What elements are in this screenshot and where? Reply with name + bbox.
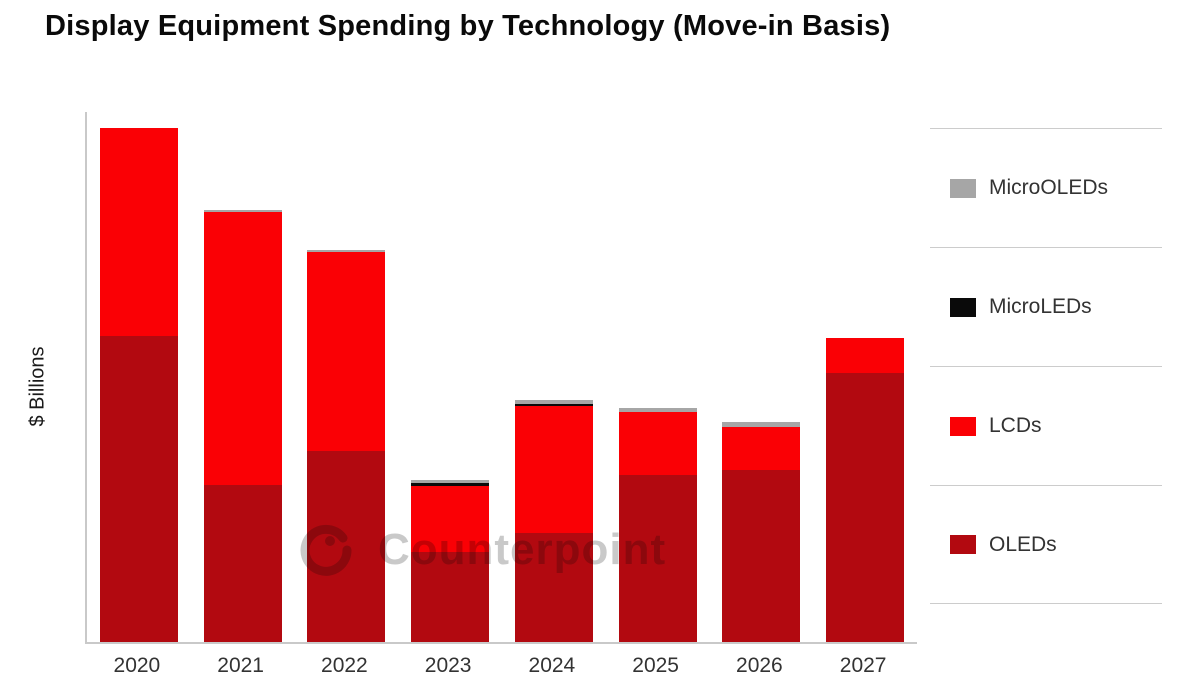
- bar-segment-microoleds-2021: [203, 210, 282, 212]
- x-axis-label-2022: 2022: [321, 654, 368, 677]
- x-axis-label-2026: 2026: [736, 654, 783, 677]
- legend-item-lcds: LCDs: [930, 366, 1162, 485]
- x-axis-label-2024: 2024: [528, 654, 576, 677]
- y-axis-label: $ Billions: [26, 346, 49, 427]
- bar-segment-lcds-2026: [722, 427, 801, 470]
- bar-segment-microoleds-2025: [618, 408, 697, 412]
- bar-segment-oleds-2027: [826, 373, 905, 642]
- bar-segment-microoleds-2024: [514, 400, 593, 404]
- x-axis-label-2025: 2025: [632, 654, 679, 677]
- bar-segment-oleds-2025: [618, 475, 697, 642]
- bar-segment-lcds-2023: [411, 486, 490, 552]
- legend-swatch-oleds: [950, 535, 976, 554]
- legend-item-microleds: MicroLEDs: [930, 247, 1162, 366]
- legend-swatch-microoleds: [950, 178, 976, 198]
- bar-slot-2026: [710, 112, 814, 642]
- bar-2027: [826, 338, 905, 642]
- bar-segment-oleds-2020: [99, 336, 178, 642]
- bar-segment-lcds-2025: [618, 412, 697, 475]
- bar-2020: [99, 128, 178, 642]
- bar-segment-microoleds-2026: [722, 422, 801, 427]
- bar-segment-microoleds-2023: [411, 480, 490, 483]
- bar-segment-lcds-2021: [203, 212, 282, 485]
- x-axis-label-2023: 2023: [424, 654, 472, 677]
- bar-segment-oleds-2022: [307, 451, 386, 642]
- x-axis-label-2027: 2027: [839, 654, 887, 677]
- bar-segment-oleds-2021: [203, 485, 282, 642]
- bar-segment-microoleds-2022: [307, 250, 386, 252]
- bar-slot-2022: [295, 112, 399, 642]
- legend: MicroOLEDs MicroLEDs LCDs OLEDs: [930, 128, 1162, 604]
- bar-segment-lcds-2024: [514, 406, 593, 533]
- bar-2025: [618, 408, 697, 642]
- legend-swatch-lcds: [950, 416, 976, 436]
- legend-item-microoleds: MicroOLEDs: [930, 128, 1162, 247]
- bar-2024: [514, 400, 593, 642]
- bar-slot-2027: [813, 112, 917, 642]
- x-axis-label-2021: 2021: [217, 654, 264, 677]
- bar-2026: [722, 422, 801, 642]
- bar-segment-microleds-2023: [411, 483, 490, 486]
- bar-2021: [203, 210, 282, 642]
- bars-container: [87, 112, 917, 642]
- plot-area: [85, 112, 917, 644]
- bar-segment-lcds-2027: [826, 338, 905, 373]
- bar-slot-2024: [502, 112, 606, 642]
- legend-label-microleds: MicroLEDs: [989, 295, 1092, 318]
- bar-segment-oleds-2026: [722, 470, 801, 642]
- bar-2022: [307, 250, 386, 642]
- legend-label-lcds: LCDs: [989, 414, 1042, 437]
- bar-segment-oleds-2024: [514, 533, 593, 642]
- bar-slot-2021: [191, 112, 295, 642]
- chart-title: Display Equipment Spending by Technology…: [45, 10, 891, 42]
- bar-segment-oleds-2023: [411, 552, 490, 642]
- bar-2023: [411, 480, 490, 642]
- bar-segment-lcds-2022: [307, 252, 386, 451]
- bar-slot-2025: [606, 112, 710, 642]
- x-axis-labels: 2020 2021 2022 2023 2024 2025 2026 2027: [85, 654, 915, 678]
- x-axis-label-2020: 2020: [113, 654, 161, 677]
- legend-label-oleds: OLEDs: [989, 532, 1057, 556]
- legend-swatch-microleds: [950, 297, 976, 317]
- bar-segment-microleds-2024: [514, 404, 593, 406]
- legend-label-microoleds: MicroOLEDs: [989, 176, 1109, 199]
- bar-slot-2023: [398, 112, 502, 642]
- bar-segment-lcds-2020: [99, 128, 178, 336]
- legend-item-oleds: OLEDs: [930, 485, 1162, 604]
- bar-slot-2020: [87, 112, 191, 642]
